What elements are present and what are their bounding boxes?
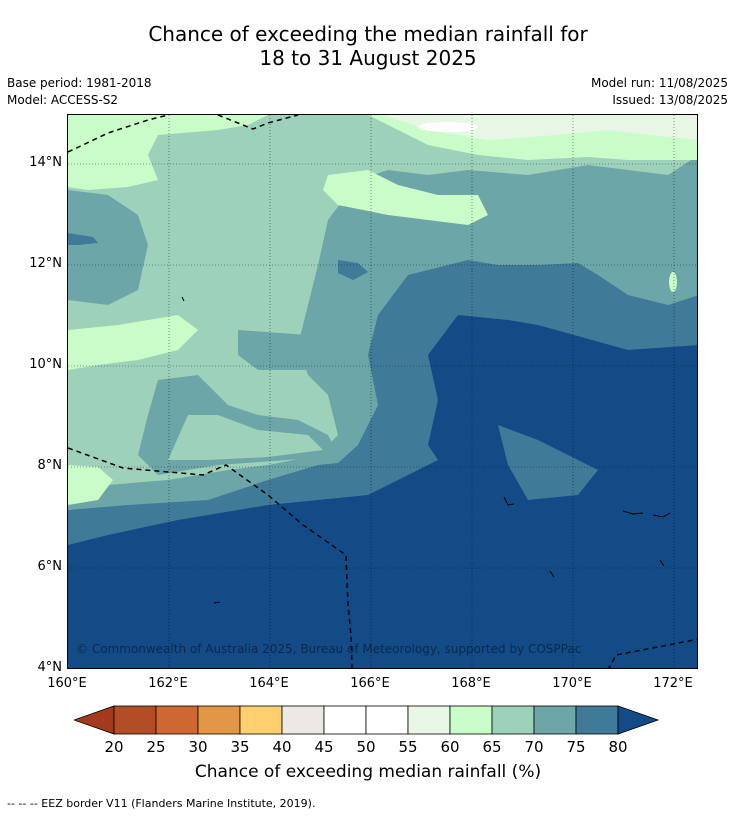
zone-70-75-sw: [238, 330, 328, 370]
zone-60-65-central: [323, 170, 488, 225]
colorbar: [74, 705, 660, 735]
lat-label-14n: 14°N: [29, 155, 62, 170]
colorbar-under-arrow: [74, 705, 115, 735]
colorbar-tick-label: 20: [104, 738, 124, 756]
colorbar-cell: [449, 705, 493, 735]
eez-border-north: [68, 115, 169, 153]
lat-label-10n: 10°N: [29, 357, 62, 372]
meta-left: Base period: 1981-2018 Model: ACCESS-S2: [7, 75, 152, 109]
colorbar-cell: [575, 705, 619, 735]
colorbar-tick-label: 40: [272, 738, 292, 756]
zone-60-65-east-dot: [669, 272, 677, 292]
colorbar-cell: [197, 705, 241, 735]
colorbar-tick-label: 80: [608, 738, 628, 756]
copyright-notice: © Commonwealth of Australia 2025, Bureau…: [76, 642, 582, 656]
colorbar-cell: [533, 705, 577, 735]
colorbar-tick-label: 65: [482, 738, 502, 756]
lon-label-160e: 160°E: [47, 676, 87, 691]
colorbar-tick-label: 45: [314, 738, 334, 756]
meta-right: Model run: 11/08/2025 Issued: 13/08/2025: [591, 75, 728, 109]
forecast-map: © Commonwealth of Australia 2025, Bureau…: [67, 114, 698, 669]
lon-label-162e: 162°E: [148, 676, 188, 691]
colorbar-cell: [155, 705, 199, 735]
zone-60-65-west: [68, 315, 198, 370]
base-period: Base period: 1981-2018: [7, 76, 152, 90]
model-run: Model run: 11/08/2025: [590, 76, 728, 90]
colorbar-cell: [239, 705, 283, 735]
zone-65-70-mid: [168, 415, 323, 460]
lat-label-8n: 8°N: [37, 458, 63, 473]
zone-50-55-north: [418, 122, 478, 132]
zone-55-60-north: [383, 115, 697, 140]
lat-label-4n: 4°N: [37, 660, 63, 675]
colorbar-cell: [491, 705, 535, 735]
eez-border-south: [68, 447, 353, 668]
lon-label-168e: 168°E: [451, 676, 491, 691]
title-line-2: 18 to 31 August 2025: [259, 46, 477, 70]
model-name: Model: ACCESS-S2: [7, 93, 119, 107]
issued-date: Issued: 13/08/2025: [612, 93, 728, 107]
lat-label-6n: 6°N: [37, 559, 63, 574]
colorbar-over-arrow: [617, 705, 660, 735]
colorbar-tick-label: 75: [566, 738, 586, 756]
colorbar-cell: [113, 705, 157, 735]
zone-70-75-west: [68, 190, 148, 305]
colorbar-tick-label: 55: [398, 738, 418, 756]
colorbar-tick-label: 60: [440, 738, 460, 756]
graticule: [68, 115, 697, 668]
zone-75-80-cell: [338, 260, 368, 280]
colorbar-tick-label: 70: [524, 738, 544, 756]
zone-65-70: [68, 115, 697, 485]
zone-60-65-nw: [68, 115, 268, 190]
colorbar-cell: [323, 705, 367, 735]
zone-60-65-southwest: [68, 465, 113, 505]
colorbar-label: Chance of exceeding median rainfall (%): [194, 762, 542, 782]
zone-75-80-west: [68, 233, 98, 245]
map-title: Chance of exceeding the median rainfall …: [0, 22, 736, 70]
eez-border-north-2: [217, 115, 299, 130]
colorbar-tick-label: 35: [230, 738, 250, 756]
colorbar-cell: [407, 705, 451, 735]
colorbar-tick-label: 50: [356, 738, 376, 756]
lon-label-170e: 170°E: [552, 676, 592, 691]
islands: [181, 296, 671, 604]
colorbar-cell: [281, 705, 325, 735]
eez-border-southeast: [608, 638, 697, 668]
lat-label-12n: 12°N: [29, 256, 62, 271]
eez-borders: [68, 115, 697, 668]
eez-footnote: -- -- -- EEZ border V11 (Flanders Marine…: [7, 797, 316, 810]
title-line-1: Chance of exceeding the median rainfall …: [148, 22, 588, 46]
colorbar-tick-label: 25: [146, 738, 166, 756]
colorbar-cell: [365, 705, 409, 735]
lon-label-164e: 164°E: [249, 676, 289, 691]
colorbar-tick-label: 30: [188, 738, 208, 756]
lon-label-172e: 172°E: [653, 676, 693, 691]
map-canvas: [68, 115, 697, 668]
lon-label-166e: 166°E: [350, 676, 390, 691]
